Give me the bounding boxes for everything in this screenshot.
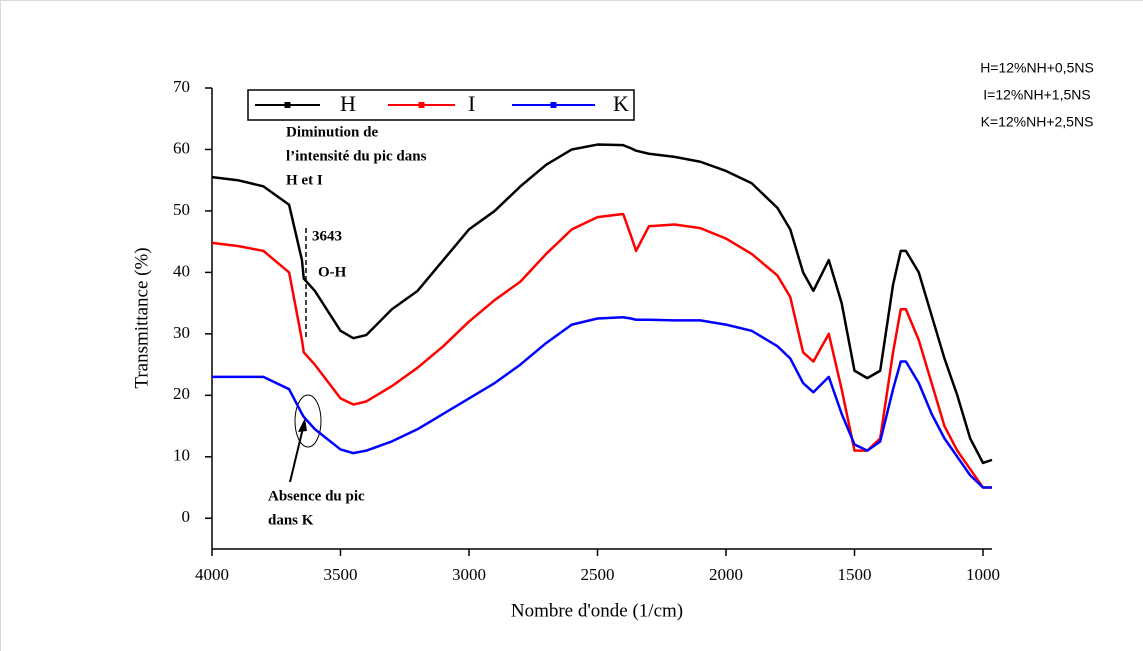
annotation: H et I [286, 172, 323, 188]
legend-label: H [340, 91, 356, 116]
legend-label: K [613, 91, 629, 116]
peak-circle [294, 394, 322, 448]
y-tick-label: 30 [173, 323, 190, 342]
annotation: Absence du pic [268, 488, 365, 504]
x-tick-label: 1500 [838, 565, 872, 584]
y-tick-label: 50 [173, 200, 190, 219]
annotation: dans K [268, 512, 314, 528]
y-tick-label: 10 [173, 446, 190, 465]
y-tick-label: 60 [173, 138, 190, 157]
annotation: 3643 [312, 228, 342, 244]
series-line [211, 212, 992, 489]
legend-marker [284, 102, 291, 108]
y-tick-label: 20 [173, 384, 190, 403]
series-line [211, 143, 993, 465]
legend-note: H=12%NH+0,5NS [980, 60, 1094, 76]
arrow-head [298, 418, 307, 432]
x-tick-label: 3500 [324, 565, 358, 584]
x-tick-label: 3000 [452, 565, 486, 584]
series-line [212, 316, 992, 489]
legend-note: I=12%NH+1,5NS [983, 87, 1090, 103]
x-axis-title: Nombre d'onde (1/cm) [511, 600, 683, 621]
legend-marker [418, 102, 425, 108]
x-tick-label: 2000 [709, 565, 743, 584]
annotation: l’intensité du pic dans [286, 148, 427, 164]
annotation: Diminution de [286, 124, 378, 140]
y-tick-label: 70 [173, 77, 190, 96]
y-tick-label: 40 [173, 261, 190, 280]
x-tick-label: 1000 [966, 565, 1000, 584]
legend-note: K=12%NH+2,5NS [981, 114, 1094, 130]
y-tick-label: 0 [182, 507, 191, 526]
x-tick-label: 2500 [581, 565, 615, 584]
legend-label: I [468, 91, 475, 116]
legend-marker [550, 102, 557, 108]
y-axis-title: Transmittance (%) [131, 247, 152, 388]
x-tick-label: 4000 [195, 565, 229, 584]
arrow [289, 427, 304, 483]
annotation: O-H [318, 264, 347, 280]
